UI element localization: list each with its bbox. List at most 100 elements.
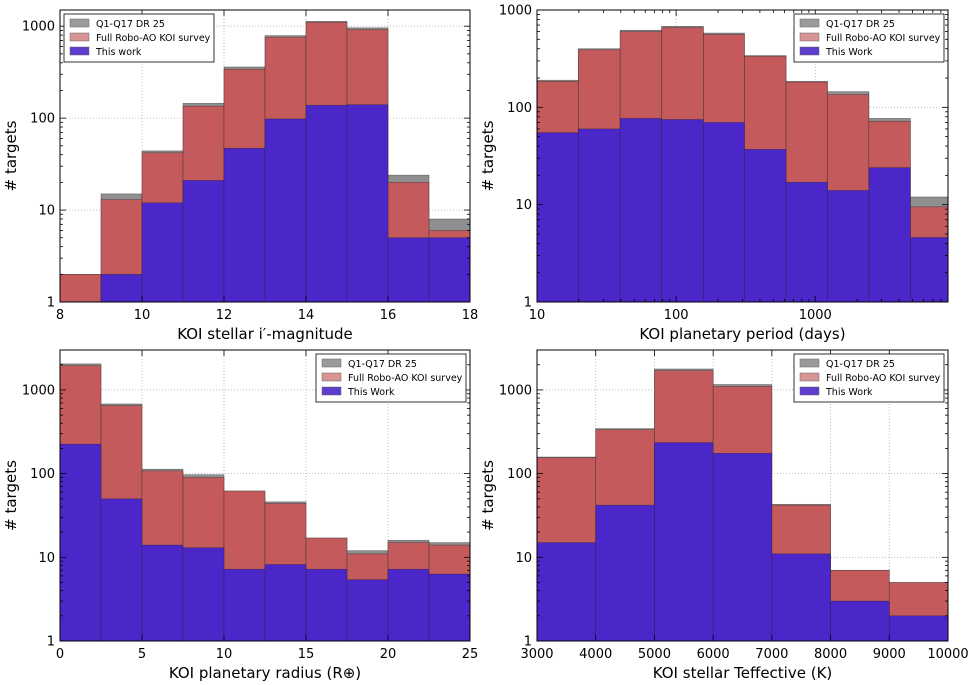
x-tick-label: 14	[298, 308, 315, 323]
bar-this	[346, 104, 389, 303]
bar-this	[387, 237, 430, 303]
legend-swatch-this	[799, 386, 820, 396]
y-tick-label: 1000	[499, 383, 532, 398]
x-tick-label: 15	[298, 647, 315, 662]
legend-swatch-this	[799, 46, 820, 56]
bar-this	[428, 237, 471, 303]
bar-this	[536, 132, 579, 303]
y-tick-label: 1000	[22, 383, 55, 398]
bar-this	[654, 442, 714, 642]
bar-full	[59, 274, 102, 303]
x-tick-label: 10	[529, 308, 546, 323]
y-tick-label: 1	[47, 635, 55, 650]
x-tick-label: 8000	[814, 647, 847, 662]
y-tick-label: 1	[524, 296, 532, 311]
bar-this	[59, 443, 102, 642]
bar-this	[619, 118, 662, 303]
bar-this	[577, 128, 621, 303]
bar-this	[387, 568, 430, 642]
bar-this	[830, 600, 890, 642]
plot-frame	[536, 349, 949, 642]
legend-label-this: This Work	[347, 387, 395, 398]
legend-label-full: Full Robo-AO KOI survey	[826, 373, 941, 384]
bar-this	[910, 237, 949, 303]
bar-this	[703, 122, 745, 303]
y-tick-label: 10	[515, 198, 532, 213]
bar-this	[141, 202, 184, 303]
legend: Q1-Q17 DR 25 Full Robo-AO KOI survey This …	[793, 13, 945, 63]
x-tick-label: 12	[216, 308, 233, 323]
bar-this	[141, 544, 184, 642]
y-tick-label: 1000	[22, 20, 55, 35]
y-axis-label: # targets	[479, 460, 497, 531]
y-tick-label: 1	[47, 296, 55, 311]
legend-label-this: This Work	[825, 387, 873, 398]
bar-this	[346, 579, 389, 642]
x-tick-label: 100	[664, 308, 689, 323]
x-tick-label: 10	[134, 308, 151, 323]
legend-label-full: Full Robo-AO KOI survey	[826, 33, 941, 44]
x-tick-label: 20	[380, 647, 397, 662]
legend: Q1-Q17 DR 25 Full Robo-AO KOI survey This …	[315, 353, 467, 403]
bar-this	[305, 104, 348, 303]
y-tick-label: 10	[38, 204, 55, 219]
legend-swatch-full	[799, 372, 820, 382]
legend-label-dr25: Q1-Q17 DR 25	[826, 359, 895, 370]
x-axis-label: KOI stellar Teffective (K)	[653, 664, 833, 681]
legend-label-full: Full Robo-AO KOI survey	[96, 33, 211, 44]
bar-this	[264, 564, 307, 642]
y-tick-label: 10	[515, 551, 532, 566]
x-tick-label: 4000	[579, 647, 612, 662]
y-axis-label: # targets	[2, 120, 20, 191]
x-tick-label: 10000	[927, 647, 968, 662]
x-tick-label: 8	[56, 308, 64, 323]
bar-this	[264, 118, 307, 303]
x-tick-label: 1000	[799, 308, 832, 323]
y-tick-label: 100	[507, 467, 532, 482]
y-axis-label: # targets	[2, 460, 20, 531]
legend-label-dr25: Q1-Q17 DR 25	[826, 19, 895, 30]
bar-this	[182, 180, 225, 303]
x-tick-label: 25	[462, 647, 479, 662]
legend-label-dr25: Q1-Q17 DR 25	[348, 359, 417, 370]
x-axis-label: KOI stellar i′-magnitude	[177, 325, 353, 343]
bar-this	[888, 615, 949, 642]
legend-label-dr25: Q1-Q17 DR 25	[96, 19, 165, 30]
plot-frame	[59, 349, 471, 642]
x-tick-label: 5000	[638, 647, 671, 662]
x-tick-label: 5	[138, 647, 146, 662]
legend-swatch-dr25	[321, 358, 342, 368]
y-tick-label: 10	[38, 551, 55, 566]
y-axis-label: # targets	[479, 120, 497, 191]
bar-this	[100, 274, 143, 303]
bar-this	[712, 452, 773, 642]
x-tick-label: 6000	[697, 647, 730, 662]
y-tick-label: 1	[524, 635, 532, 650]
legend-swatch-dr25	[799, 358, 820, 368]
x-tick-label: 9000	[873, 647, 906, 662]
bar-this	[182, 547, 225, 642]
bar-this	[223, 147, 266, 303]
x-tick-label: 10	[216, 647, 233, 662]
bar-this	[744, 149, 787, 303]
bar-this	[100, 498, 143, 642]
legend-swatch-full	[69, 32, 90, 42]
legend-swatch-dr25	[69, 18, 90, 28]
legend-label-full: Full Robo-AO KOI survey	[348, 373, 463, 384]
bar-this	[771, 553, 831, 642]
bar-this	[428, 573, 471, 642]
chart-panel-3: 1 10 100 1000 0 5 10 15 20 25 KOI planetary radius…	[2, 349, 479, 682]
x-axis-label: KOI planetary radius (R⊕)	[169, 664, 361, 681]
y-tick-label: 100	[30, 112, 55, 127]
plot-frame	[59, 9, 471, 303]
bar-this	[595, 504, 655, 642]
bar-this	[868, 167, 911, 303]
y-tick-label: 100	[30, 467, 55, 482]
bar-this	[661, 119, 704, 303]
legend-swatch-dr25	[799, 18, 820, 28]
x-tick-label: 7000	[755, 647, 788, 662]
bar-this	[827, 190, 870, 303]
bar-this	[305, 568, 348, 642]
